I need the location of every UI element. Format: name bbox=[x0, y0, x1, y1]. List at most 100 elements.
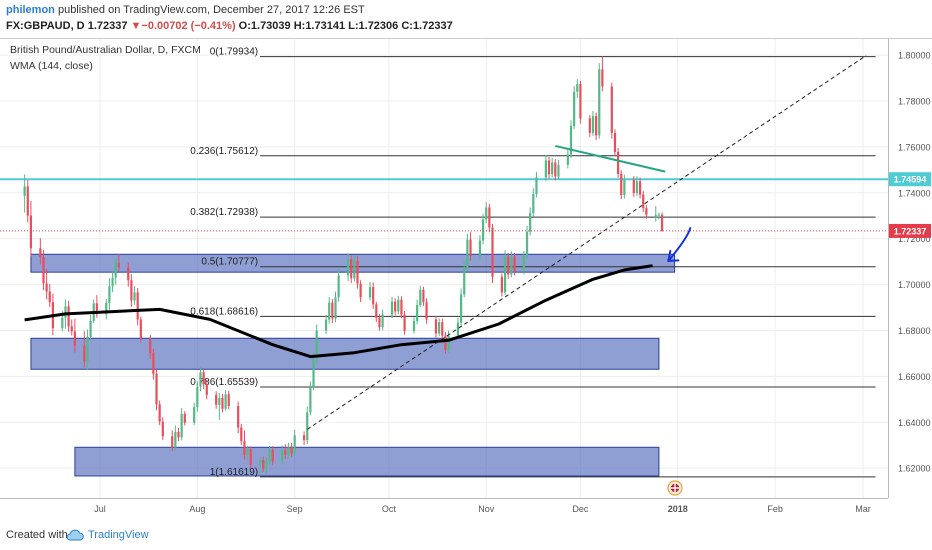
price-tick-label: 1.66000 bbox=[898, 372, 931, 382]
author-name[interactable]: philemon bbox=[6, 4, 55, 16]
candle-body bbox=[89, 320, 92, 337]
candle-body bbox=[193, 407, 196, 423]
candle-body bbox=[117, 262, 120, 268]
arrow-head-icon bbox=[667, 249, 680, 262]
candle-body bbox=[268, 449, 271, 462]
candle-body bbox=[381, 314, 384, 328]
candle-body bbox=[324, 319, 328, 331]
candle-body bbox=[463, 267, 466, 295]
axis-price-labels: 1.74594 1.72337 bbox=[889, 172, 931, 238]
candle-body bbox=[158, 404, 161, 422]
candle-body bbox=[623, 179, 626, 196]
candle-body bbox=[507, 256, 510, 275]
resistance-price-label-background bbox=[889, 172, 931, 187]
candle-body bbox=[196, 386, 199, 408]
candle-body bbox=[202, 372, 205, 385]
candle-body bbox=[500, 276, 504, 293]
candle-body bbox=[139, 319, 142, 339]
time-tick-label: Aug bbox=[189, 504, 205, 514]
candle-body bbox=[199, 372, 202, 387]
candle-body bbox=[152, 353, 155, 374]
candle-body bbox=[246, 449, 249, 455]
candle-body bbox=[525, 231, 529, 256]
candle-body bbox=[588, 118, 591, 133]
candle-body bbox=[136, 292, 139, 320]
time-tick-label: Nov bbox=[478, 504, 495, 514]
time-tick-label: Feb bbox=[767, 504, 783, 514]
wma-144-line bbox=[24, 264, 653, 359]
candle-body bbox=[434, 319, 438, 334]
candle-body bbox=[460, 294, 463, 323]
candle-body bbox=[642, 194, 645, 209]
time-tick-label: Dec bbox=[572, 504, 589, 514]
candle-body bbox=[221, 397, 224, 409]
time-tick-label: Jul bbox=[94, 504, 106, 514]
candle-body bbox=[632, 179, 635, 193]
candle-body bbox=[108, 286, 111, 303]
candle-body bbox=[529, 213, 532, 232]
candle-body bbox=[422, 289, 425, 303]
candle-body bbox=[303, 435, 306, 441]
candle-body bbox=[469, 239, 472, 257]
price-axis-background bbox=[888, 39, 932, 520]
candle-body bbox=[205, 384, 208, 395]
publish-line: philemon published on TradingView.com, D… bbox=[6, 4, 365, 16]
candle-body bbox=[171, 436, 174, 448]
candle-body bbox=[566, 154, 569, 165]
header-bar: philemon published on TradingView.com, D… bbox=[0, 0, 932, 40]
candle-body bbox=[306, 412, 309, 441]
price-tick-label: 1.80000 bbox=[898, 51, 931, 61]
candle-body bbox=[441, 322, 444, 336]
legend-title: British Pound/Australian Dollar, D, FXCM bbox=[10, 44, 201, 56]
chart-area[interactable]: 0(1.79934) 0.236(1.75612) 0.382(1.72938) 0.… bbox=[0, 39, 932, 520]
fib-level-label: 0.786(1.65539) bbox=[190, 377, 258, 388]
candle-body bbox=[368, 287, 372, 298]
candle-body bbox=[447, 335, 450, 350]
candle-body bbox=[535, 177, 538, 194]
candle-body bbox=[133, 292, 136, 301]
uk-flag-event-icon[interactable] bbox=[667, 480, 683, 496]
candle-body bbox=[660, 214, 664, 231]
candle-body bbox=[249, 449, 252, 465]
price-axis[interactable]: 1.62000 1.64000 1.66000 1.68000 1.70000 1.720… bbox=[898, 51, 931, 474]
candle-body bbox=[259, 460, 262, 465]
wma-line bbox=[24, 264, 653, 359]
change-value: −0.00702 (−0.41%) bbox=[141, 20, 236, 32]
last-price-value: 1.72337 bbox=[87, 20, 128, 32]
candle-body bbox=[394, 301, 397, 312]
plot-background bbox=[0, 39, 888, 520]
candle-body bbox=[654, 214, 657, 216]
candle-body bbox=[309, 387, 312, 413]
time-tick-label: Sep bbox=[287, 504, 303, 514]
candle-body bbox=[287, 446, 290, 455]
candle-body bbox=[180, 413, 183, 438]
candle-body bbox=[466, 239, 469, 268]
candle-body bbox=[346, 259, 350, 276]
candle-body bbox=[635, 181, 639, 193]
price-tick-label: 1.74000 bbox=[898, 188, 931, 198]
candle-body bbox=[111, 277, 114, 287]
candle-body bbox=[488, 207, 491, 228]
candle-body bbox=[293, 435, 296, 454]
candle-body bbox=[617, 151, 620, 174]
candle-body bbox=[412, 321, 416, 331]
time-axis[interactable]: Jul Aug Sep Oct Nov Dec 2018 Feb Mar bbox=[94, 504, 871, 514]
candle-body bbox=[26, 186, 29, 216]
last-price-label-background bbox=[889, 223, 931, 238]
candle-body bbox=[64, 306, 67, 318]
tradingview-brand-link[interactable]: TradingView bbox=[88, 529, 149, 541]
price-chart[interactable]: 0(1.79934) 0.236(1.75612) 0.382(1.72938) 0.… bbox=[0, 39, 932, 520]
price-tick-label: 1.70000 bbox=[898, 280, 931, 290]
candle-body bbox=[513, 256, 516, 272]
candle-body bbox=[390, 301, 394, 315]
time-tick-label: 2018 bbox=[668, 504, 688, 514]
candle-body bbox=[610, 86, 613, 133]
candle-body bbox=[237, 405, 240, 428]
candle-body bbox=[95, 303, 98, 315]
candle-body bbox=[243, 441, 246, 455]
candle-body bbox=[573, 91, 576, 126]
candle-body bbox=[416, 304, 419, 322]
candle-body bbox=[397, 299, 400, 312]
tradingview-cloud-icon[interactable] bbox=[66, 528, 84, 542]
candle-body bbox=[551, 162, 554, 175]
